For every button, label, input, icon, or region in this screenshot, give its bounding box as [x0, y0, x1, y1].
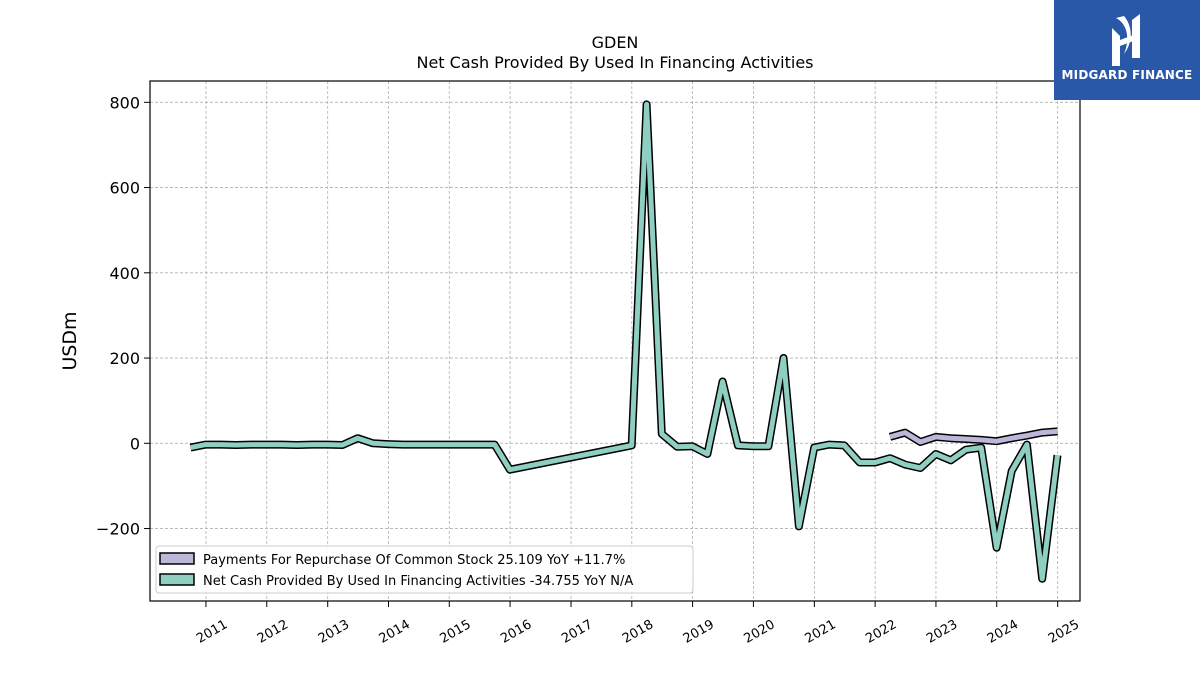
- y-axis-label: USDm: [59, 311, 81, 370]
- chart-title: GDEN: [592, 33, 639, 52]
- x-tick-label: 2012: [255, 617, 291, 647]
- x-tick-label: 2014: [377, 617, 413, 647]
- plot-frame: [149, 80, 1081, 602]
- brand-logo: MIDGARD FINANCE: [1054, 0, 1200, 100]
- legend-swatch-financing: [159, 573, 195, 586]
- legend-box: [155, 545, 694, 594]
- y-tick-label: 800: [109, 93, 140, 112]
- series-financing-outline: [189, 100, 1062, 583]
- x-tick-label: 2013: [316, 617, 352, 647]
- series-repurchase-line: [889, 428, 1058, 445]
- y-tick-label: 200: [109, 349, 140, 368]
- x-tick-label: 2022: [863, 617, 899, 647]
- x-tick-label: 2015: [437, 617, 473, 647]
- x-tick-label: 2016: [498, 617, 534, 647]
- legend-label-repurchase: Payments For Repurchase Of Common Stock …: [203, 553, 625, 568]
- y-tick-label: −200: [96, 520, 140, 539]
- x-tick-label: 2021: [803, 617, 839, 647]
- series-layer: [189, 100, 1062, 583]
- x-tick-label: 2023: [924, 617, 960, 647]
- x-tick-label: 2018: [620, 617, 656, 647]
- legend-label-financing: Net Cash Provided By Used In Financing A…: [203, 574, 633, 589]
- chart-subtitle: Net Cash Provided By Used In Financing A…: [416, 53, 813, 72]
- brand-name: MIDGARD FINANCE: [1061, 68, 1193, 82]
- grid: [150, 81, 1080, 601]
- y-tick-label: 600: [109, 179, 140, 198]
- legend-swatch-repurchase: [159, 552, 195, 565]
- series-financing-line: [190, 101, 1060, 582]
- midgard-logo-icon: [1112, 14, 1140, 66]
- y-tick-label: 0: [130, 434, 140, 453]
- x-tick-label: 2024: [985, 617, 1021, 647]
- x-tick-label: 2019: [681, 617, 717, 647]
- x-tick-label: 2025: [1046, 617, 1082, 647]
- x-tick-label: 2020: [742, 617, 778, 647]
- x-tick-label: 2017: [559, 617, 595, 647]
- y-tick-label: 400: [109, 264, 140, 283]
- legend: Payments For Repurchase Of Common Stock …: [155, 545, 694, 594]
- x-tick-label: 2011: [194, 617, 230, 647]
